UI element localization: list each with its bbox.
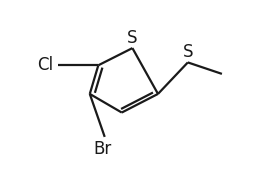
Text: Br: Br xyxy=(94,140,112,158)
Text: S: S xyxy=(183,43,193,61)
Text: S: S xyxy=(127,29,138,47)
Text: Cl: Cl xyxy=(37,56,54,74)
